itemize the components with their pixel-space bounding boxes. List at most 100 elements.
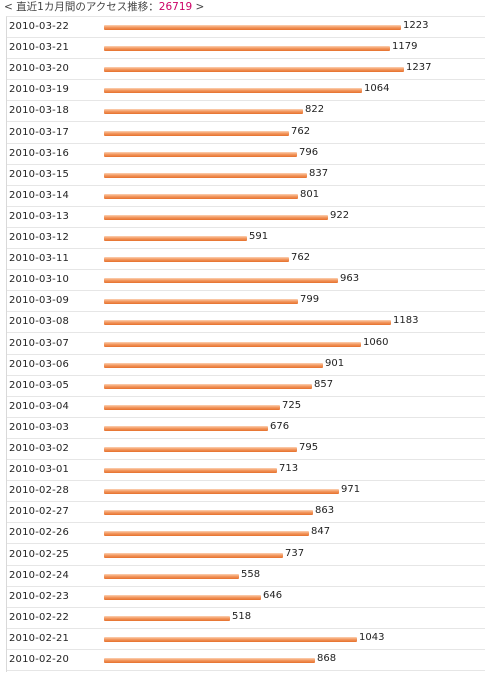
bar — [104, 636, 357, 642]
category-label: 2010-03-04 — [9, 400, 70, 412]
bar — [104, 88, 362, 94]
bar — [104, 25, 401, 30]
value-label: 518 — [232, 610, 252, 622]
category-label: 2010-03-22 — [9, 21, 70, 32]
chart-row: 2010-02-28 971 — [7, 481, 485, 503]
category-label: 2010-02-20 — [9, 654, 70, 665]
value-label: 762 — [291, 125, 311, 137]
chart-row: 2010-03-01 713 — [7, 460, 485, 482]
bar — [104, 383, 312, 389]
chart-row: 2010-03-16 796 — [7, 144, 485, 165]
chart-row: 2010-03-13 922 — [7, 207, 485, 228]
category-label: 2010-03-07 — [9, 337, 70, 349]
value-label: 737 — [285, 547, 305, 559]
category-label: 2010-03-15 — [9, 168, 70, 180]
bar — [104, 109, 303, 115]
chart-row: 2010-03-06 901 — [7, 355, 485, 376]
chart-row: 2010-03-11 762 — [7, 249, 485, 271]
bar — [104, 193, 298, 199]
bar — [104, 510, 313, 516]
value-label: 857 — [314, 378, 334, 390]
bar — [104, 468, 277, 474]
category-label: 2010-03-01 — [9, 464, 70, 476]
category-label: 2010-03-14 — [9, 189, 70, 201]
bar — [104, 299, 298, 305]
value-label: 822 — [305, 104, 325, 116]
value-label: 676 — [270, 420, 290, 432]
category-label: 2010-02-21 — [9, 632, 70, 644]
chart-row: 2010-03-15 837 — [7, 165, 485, 186]
value-label: 868 — [317, 653, 337, 664]
value-label: 837 — [309, 167, 329, 179]
bar — [104, 573, 239, 579]
category-label: 2010-03-03 — [9, 421, 70, 433]
category-label: 2010-03-20 — [9, 63, 70, 75]
chart-row: 2010-02-27 863 — [7, 502, 485, 524]
value-label: 796 — [299, 146, 319, 158]
chart-row: 2010-02-26 847 — [7, 523, 485, 545]
chart-row: 2010-02-20 868 — [7, 650, 485, 671]
category-label: 2010-02-23 — [9, 590, 70, 602]
chart-row: 2010-02-22 518 — [7, 608, 485, 629]
value-label: 963 — [340, 273, 360, 285]
category-label: 2010-03-21 — [9, 42, 70, 54]
category-label: 2010-03-18 — [9, 105, 70, 117]
value-label: 901 — [325, 357, 345, 369]
chart-row: 2010-02-25 737 — [7, 545, 485, 566]
bar — [104, 341, 361, 347]
bar — [104, 236, 247, 241]
chart-row: 2010-02-24 558 — [7, 566, 485, 587]
value-label: 1237 — [406, 62, 432, 74]
access-bar-chart: 2010-03-22 1223 2010-03-21 1179 2010-03-20 12… — [6, 16, 485, 672]
bar — [104, 404, 280, 410]
bar — [104, 130, 289, 136]
value-label: 795 — [299, 442, 319, 453]
value-label: 558 — [241, 568, 261, 580]
bar — [104, 172, 307, 178]
value-label: 1223 — [403, 20, 429, 31]
chart-row: 2010-03-21 1179 — [7, 38, 485, 60]
bar — [104, 362, 323, 368]
chart-row: 2010-03-02 795 — [7, 439, 485, 460]
header-prefix: < 直近1カ月間のアクセス推移： — [4, 1, 159, 13]
category-label: 2010-02-25 — [9, 548, 70, 560]
bar — [104, 658, 315, 663]
chart-row: 2010-03-04 725 — [7, 397, 485, 418]
category-label: 2010-02-27 — [9, 506, 70, 518]
value-label: 1060 — [363, 336, 389, 348]
category-label: 2010-02-28 — [9, 485, 70, 497]
value-label: 922 — [330, 209, 350, 221]
bar — [104, 489, 339, 495]
bar — [104, 615, 230, 621]
bar — [104, 425, 268, 431]
chart-row: 2010-03-20 1237 — [7, 59, 485, 81]
bar — [104, 320, 391, 326]
category-label: 2010-03-17 — [9, 126, 70, 138]
category-label: 2010-03-06 — [9, 358, 70, 370]
value-label: 971 — [341, 484, 361, 496]
chart-row: 2010-03-14 801 — [7, 186, 485, 207]
bar — [104, 594, 261, 600]
chart-row: 2010-03-03 676 — [7, 418, 485, 439]
category-label: 2010-02-22 — [9, 611, 70, 623]
category-label: 2010-03-13 — [9, 210, 70, 222]
value-label: 713 — [279, 463, 299, 475]
value-label: 799 — [300, 294, 320, 306]
category-label: 2010-03-16 — [9, 147, 70, 159]
chart-row: 2010-03-22 1223 — [7, 17, 485, 38]
bar — [104, 257, 289, 263]
chart-row: 2010-03-18 822 — [7, 101, 485, 123]
chart-row: 2010-02-21 1043 — [7, 629, 485, 650]
chart-row: 2010-03-09 799 — [7, 291, 485, 313]
chart-row: 2010-03-05 857 — [7, 376, 485, 397]
category-label: 2010-03-02 — [9, 443, 70, 454]
category-label: 2010-03-11 — [9, 253, 70, 265]
chart-row: 2010-03-19 1064 — [7, 80, 485, 102]
bar — [104, 214, 328, 220]
chart-row: 2010-03-10 963 — [7, 270, 485, 292]
chart-header: < 直近1カ月間のアクセス推移：26719 > — [0, 0, 485, 16]
bar — [104, 447, 297, 452]
bar — [104, 46, 390, 52]
chart-row: 2010-03-17 762 — [7, 123, 485, 144]
category-label: 2010-02-24 — [9, 569, 70, 581]
